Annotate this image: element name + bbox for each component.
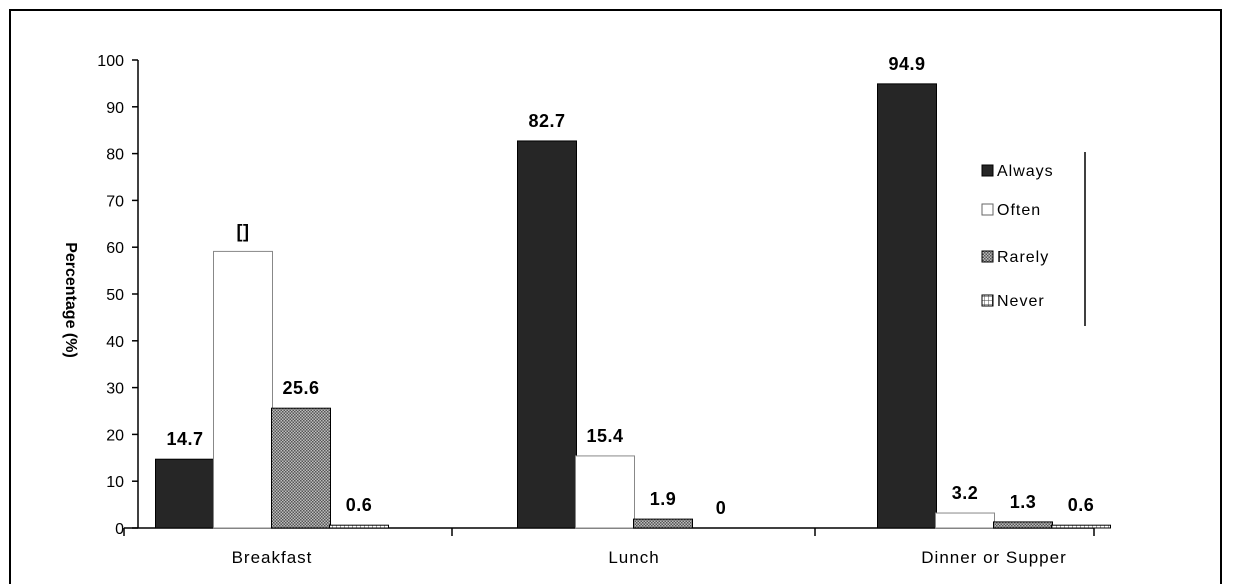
y-tick-label: 40 (106, 334, 124, 351)
legend-swatch-never (981, 294, 994, 307)
data-label: 0 (716, 498, 727, 518)
data-label: 1.9 (650, 489, 677, 509)
data-label-layer: 14.7 82.7 94.9 [] 15.4 3.2 25.6 1.9 1.3 0.6 0 0.6 (166, 54, 1095, 518)
data-label: 94.9 (888, 54, 925, 74)
bar-never (329, 524, 389, 529)
y-tick-label: 80 (106, 147, 124, 164)
y-tick-label: 0 (115, 521, 124, 538)
bar-rarely (993, 521, 1053, 529)
chart-frame (9, 9, 1222, 584)
x-category-label: Dinner or Supper (921, 548, 1066, 567)
y-tick-label: 30 (106, 381, 124, 398)
bar-always (155, 458, 215, 529)
bar-layer (155, 83, 1111, 529)
x-category-label: Breakfast (232, 548, 313, 567)
y-tick-label: 90 (106, 100, 124, 117)
y-axis-label: Percentage (%) (62, 242, 79, 358)
data-label: 0.6 (1068, 495, 1095, 515)
legend-swatch-often (981, 203, 994, 216)
data-label: [] (237, 221, 250, 241)
legend-swatch-always (981, 164, 994, 177)
bar-often (213, 250, 273, 529)
bar-always (877, 83, 937, 529)
data-label: 15.4 (586, 426, 623, 446)
x-category-label: Lunch (608, 548, 659, 567)
bar-often (575, 455, 635, 529)
bar-always (517, 140, 577, 529)
data-label: 14.7 (166, 429, 203, 449)
y-tick-label: 100 (97, 53, 124, 70)
data-label: 0.6 (346, 495, 373, 515)
data-label: 82.7 (528, 111, 565, 131)
legend-label-often: Often (997, 202, 1041, 219)
bar-often (935, 512, 995, 529)
legend-swatch-rarely (981, 250, 994, 263)
legend-label-always: Always (997, 163, 1054, 180)
legend-label-never: Never (997, 293, 1045, 310)
data-label: 25.6 (282, 378, 319, 398)
legend: Always Often Rarely Never (981, 152, 1086, 326)
y-tick-label: 60 (106, 240, 124, 257)
data-label: 3.2 (952, 483, 979, 503)
bar-never (1051, 524, 1111, 529)
legend-label-rarely: Rarely (997, 249, 1049, 266)
bar-rarely (271, 407, 331, 529)
data-label: 1.3 (1010, 492, 1037, 512)
bar-rarely (633, 518, 693, 529)
y-tick-label: 20 (106, 427, 124, 444)
y-tick-label: 50 (106, 287, 124, 304)
y-tick-label: 70 (106, 193, 124, 210)
y-tick-label: 10 (106, 474, 124, 491)
